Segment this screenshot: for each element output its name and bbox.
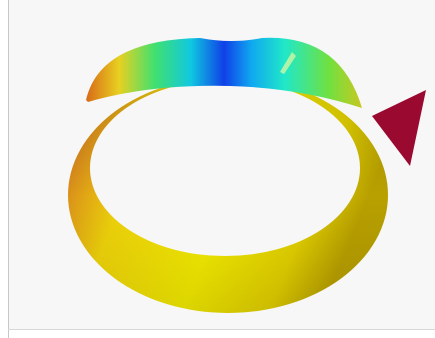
lower-band-shading	[68, 77, 388, 313]
highlight	[280, 52, 296, 74]
red-triangle	[372, 90, 426, 166]
